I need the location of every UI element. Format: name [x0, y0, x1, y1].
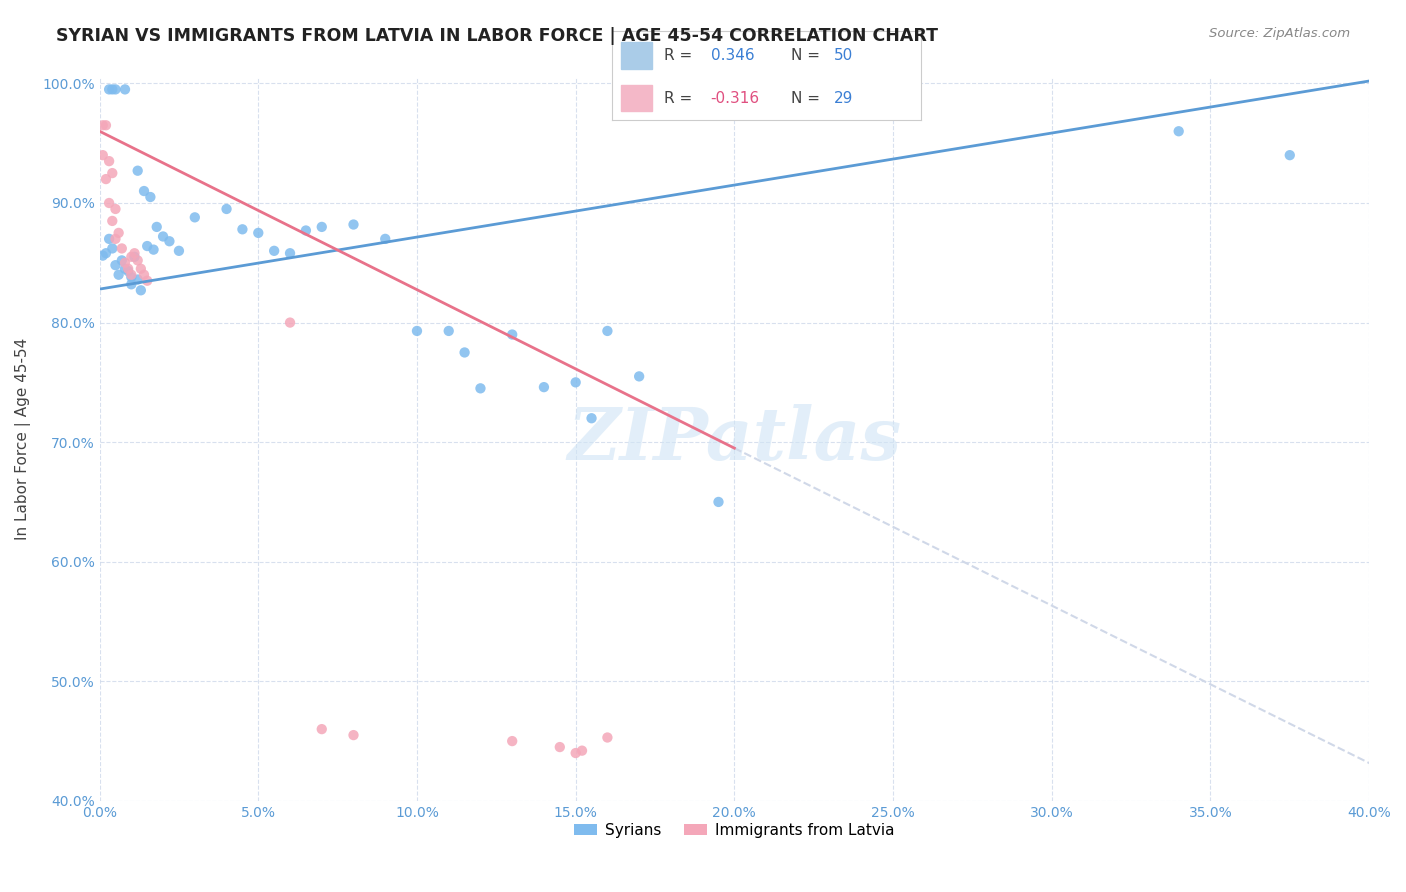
- Syrians: [470, 381, 492, 395]
- Immigrants from Latvia: [564, 746, 586, 760]
- Immigrants from Latvia: [91, 148, 114, 162]
- Immigrants from Latvia: [136, 274, 159, 288]
- Immigrants from Latvia: [104, 202, 127, 216]
- Syrians: [581, 411, 603, 425]
- Syrians: [342, 218, 364, 232]
- Syrians: [533, 380, 555, 394]
- Immigrants from Latvia: [124, 246, 146, 260]
- Syrians: [94, 246, 117, 260]
- Immigrants from Latvia: [120, 268, 142, 282]
- Syrians: [132, 184, 155, 198]
- Syrians: [406, 324, 429, 338]
- Syrians: [167, 244, 190, 258]
- Syrians: [142, 243, 165, 257]
- Syrians: [98, 232, 121, 246]
- Y-axis label: In Labor Force | Age 45-54: In Labor Force | Age 45-54: [15, 338, 31, 541]
- Immigrants from Latvia: [98, 196, 121, 211]
- Syrians: [129, 283, 152, 297]
- Syrians: [278, 246, 301, 260]
- Syrians: [596, 324, 619, 338]
- Syrians: [117, 264, 139, 278]
- Syrians: [231, 222, 253, 236]
- Syrians: [263, 244, 285, 258]
- Immigrants from Latvia: [120, 250, 142, 264]
- Text: ZIPatlas: ZIPatlas: [567, 404, 901, 475]
- Syrians: [127, 272, 149, 286]
- Syrians: [136, 239, 159, 253]
- Immigrants from Latvia: [114, 256, 136, 270]
- Syrians: [564, 376, 586, 390]
- Immigrants from Latvia: [278, 316, 301, 330]
- FancyBboxPatch shape: [621, 85, 652, 112]
- Immigrants from Latvia: [107, 226, 129, 240]
- Text: R =: R =: [664, 91, 697, 105]
- Syrians: [184, 211, 207, 225]
- Syrians: [437, 324, 460, 338]
- Syrians: [707, 495, 730, 509]
- Text: N =: N =: [792, 91, 825, 105]
- Immigrants from Latvia: [91, 118, 114, 132]
- Text: 50: 50: [834, 48, 853, 62]
- Immigrants from Latvia: [342, 728, 364, 742]
- Immigrants from Latvia: [132, 268, 155, 282]
- Immigrants from Latvia: [548, 740, 571, 755]
- Text: 29: 29: [834, 91, 853, 105]
- Syrians: [157, 234, 180, 248]
- Syrians: [127, 163, 149, 178]
- Immigrants from Latvia: [98, 154, 121, 169]
- Syrians: [111, 253, 134, 268]
- Syrians: [311, 219, 333, 234]
- Text: -0.316: -0.316: [710, 91, 759, 105]
- Immigrants from Latvia: [111, 242, 134, 256]
- Syrians: [139, 190, 162, 204]
- Syrians: [1167, 124, 1189, 138]
- Syrians: [501, 327, 523, 342]
- Syrians: [114, 261, 136, 276]
- Syrians: [120, 270, 142, 285]
- Syrians: [124, 250, 146, 264]
- Syrians: [247, 226, 270, 240]
- Immigrants from Latvia: [129, 261, 152, 276]
- Immigrants from Latvia: [94, 172, 117, 186]
- Syrians: [374, 232, 396, 246]
- Syrians: [114, 82, 136, 96]
- Immigrants from Latvia: [596, 731, 619, 745]
- Syrians: [104, 258, 127, 272]
- Text: N =: N =: [792, 48, 825, 62]
- Syrians: [453, 345, 475, 359]
- Immigrants from Latvia: [127, 253, 149, 268]
- Text: R =: R =: [664, 48, 697, 62]
- Syrians: [101, 242, 124, 256]
- Text: SYRIAN VS IMMIGRANTS FROM LATVIA IN LABOR FORCE | AGE 45-54 CORRELATION CHART: SYRIAN VS IMMIGRANTS FROM LATVIA IN LABO…: [56, 27, 938, 45]
- Syrians: [107, 268, 129, 282]
- Legend: Syrians, Immigrants from Latvia: Syrians, Immigrants from Latvia: [568, 817, 900, 844]
- FancyBboxPatch shape: [621, 42, 652, 69]
- Syrians: [145, 219, 167, 234]
- Syrians: [104, 82, 127, 96]
- Syrians: [91, 249, 114, 263]
- Immigrants from Latvia: [501, 734, 523, 748]
- Text: Source: ZipAtlas.com: Source: ZipAtlas.com: [1209, 27, 1350, 40]
- Immigrants from Latvia: [101, 214, 124, 228]
- Immigrants from Latvia: [117, 261, 139, 276]
- Immigrants from Latvia: [104, 232, 127, 246]
- Syrians: [152, 229, 174, 244]
- Immigrants from Latvia: [311, 722, 333, 736]
- Syrians: [1278, 148, 1301, 162]
- Text: 0.346: 0.346: [710, 48, 754, 62]
- Immigrants from Latvia: [571, 744, 593, 758]
- Syrians: [101, 82, 124, 96]
- Syrians: [295, 223, 318, 237]
- Syrians: [98, 82, 121, 96]
- Syrians: [215, 202, 238, 216]
- Syrians: [628, 369, 651, 384]
- Immigrants from Latvia: [101, 166, 124, 180]
- Immigrants from Latvia: [94, 118, 117, 132]
- Syrians: [120, 277, 142, 292]
